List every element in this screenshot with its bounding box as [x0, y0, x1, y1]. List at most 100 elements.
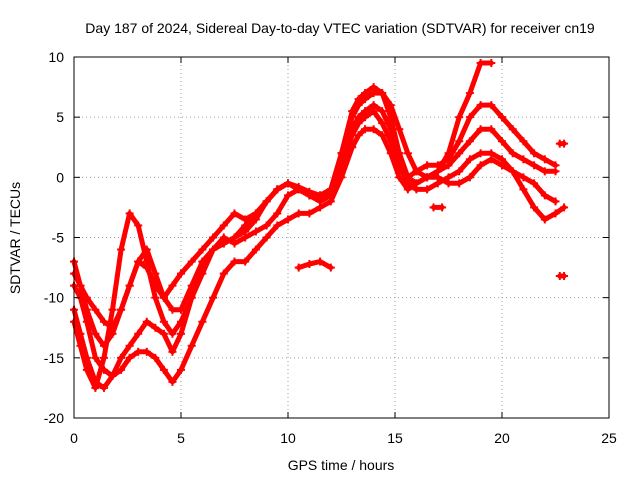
data-point	[187, 257, 196, 266]
data-point	[378, 131, 387, 140]
axes: 0 5 10 15 20 25 -20 -15 -10 -5 0 5 10	[44, 49, 617, 446]
data-point	[262, 221, 271, 230]
data-point	[316, 203, 325, 212]
data-point	[403, 149, 412, 158]
series-day-3	[70, 125, 560, 386]
data-point	[487, 155, 496, 164]
grid	[74, 57, 609, 418]
data-point	[465, 113, 474, 122]
x-tick-label: 20	[494, 430, 510, 446]
data-point	[560, 272, 569, 281]
data-point	[219, 221, 228, 230]
data-point	[412, 179, 421, 188]
data-point	[395, 125, 404, 134]
data-point	[125, 353, 134, 362]
data-point	[519, 155, 528, 164]
y-axis-label: SDTVAR / TECUs	[7, 182, 23, 294]
data-point	[369, 83, 378, 92]
y-tick-label: -15	[44, 350, 64, 366]
data-point	[369, 125, 378, 134]
data-point	[151, 293, 160, 302]
data-point	[82, 317, 91, 326]
data-point	[198, 317, 207, 326]
data-point	[378, 107, 387, 116]
data-point	[540, 215, 549, 224]
data-point	[284, 215, 292, 224]
data-point	[134, 221, 143, 230]
data-point	[142, 317, 151, 326]
data-point	[91, 383, 100, 392]
data-point	[251, 209, 260, 218]
data-point	[348, 107, 357, 116]
data-point	[82, 365, 91, 374]
data-point	[187, 281, 196, 290]
data-point	[187, 341, 196, 350]
data-point	[262, 233, 271, 242]
data-point	[476, 101, 485, 110]
data-point	[305, 259, 314, 268]
data-point	[142, 263, 151, 272]
fragment-frag-c	[555, 272, 569, 281]
data-point	[498, 113, 506, 122]
data-point	[540, 191, 549, 200]
data-point	[125, 281, 134, 290]
series-layer	[70, 59, 569, 392]
data-point	[198, 257, 207, 266]
data-point	[76, 341, 85, 350]
data-point	[125, 209, 134, 218]
data-point	[551, 209, 560, 218]
data-point	[361, 125, 370, 134]
data-point	[168, 329, 177, 338]
data-point	[348, 143, 357, 152]
data-point	[423, 161, 432, 170]
data-point	[251, 245, 260, 254]
data-point	[117, 353, 126, 362]
x-axis-label: GPS time / hours	[288, 457, 395, 473]
data-point	[262, 197, 271, 206]
data-point	[159, 329, 168, 338]
data-point	[530, 149, 539, 158]
data-point	[337, 173, 346, 182]
data-point	[508, 125, 517, 134]
data-point	[403, 185, 412, 194]
data-point	[361, 107, 370, 116]
data-point	[476, 125, 485, 134]
data-point	[134, 347, 143, 356]
data-point	[177, 329, 185, 338]
x-tick-label: 25	[601, 430, 617, 446]
data-point	[99, 383, 108, 392]
data-point	[395, 149, 404, 158]
data-point	[284, 179, 292, 188]
data-point	[209, 233, 218, 242]
data-point	[530, 203, 539, 212]
data-point	[251, 227, 260, 236]
data-point	[151, 281, 160, 290]
data-point	[117, 305, 126, 314]
data-point	[476, 149, 485, 158]
y-tick-label: 5	[56, 109, 64, 125]
data-point	[151, 269, 160, 278]
y-tick-label: 10	[48, 49, 64, 65]
data-point	[168, 281, 177, 290]
fragment-frag-d	[429, 203, 447, 212]
data-point	[326, 191, 335, 200]
data-point	[487, 101, 496, 110]
data-point	[134, 257, 143, 266]
data-point	[540, 155, 549, 164]
data-point	[219, 269, 228, 278]
x-tick-label: 10	[280, 430, 296, 446]
data-point	[241, 257, 250, 266]
data-point	[423, 173, 432, 182]
data-point	[369, 101, 378, 110]
data-point	[159, 317, 168, 326]
data-point	[76, 281, 85, 290]
x-tick-label: 15	[387, 430, 403, 446]
fragment-frag-a	[294, 257, 335, 272]
data-point	[230, 233, 239, 242]
data-point	[230, 257, 239, 266]
data-point	[294, 263, 303, 272]
data-point	[530, 161, 539, 170]
data-point	[498, 137, 506, 146]
data-point	[168, 377, 177, 386]
